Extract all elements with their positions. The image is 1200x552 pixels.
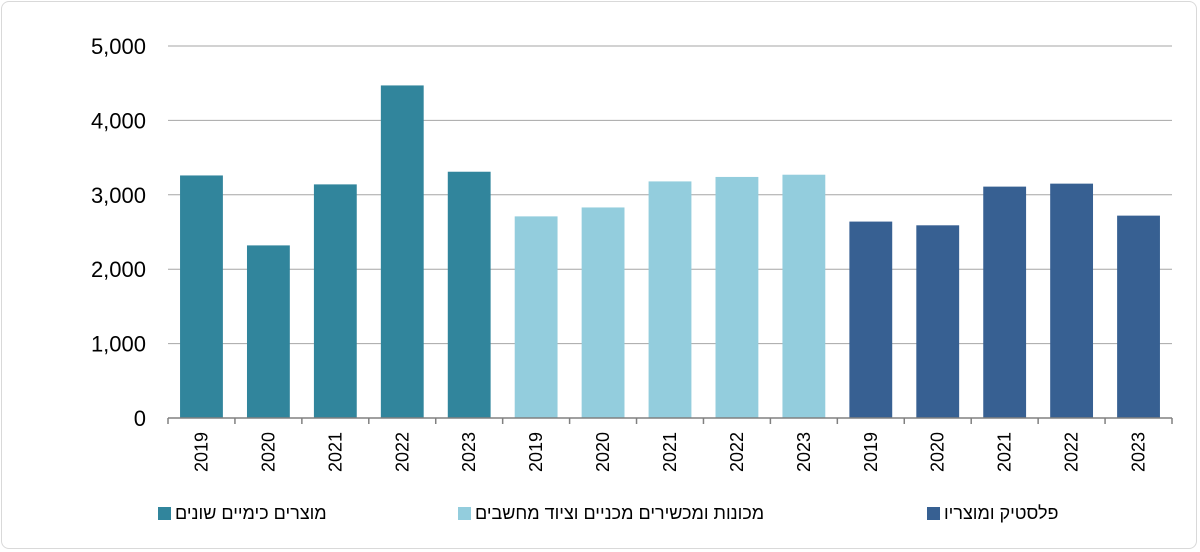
x-tick-label: 2021 [325, 432, 345, 472]
x-tick-label: 2023 [1129, 432, 1149, 472]
bar [715, 176, 759, 418]
bar [849, 221, 893, 418]
bar [447, 171, 491, 418]
legend: מוצרים כימיים שונים מכונות ומכשירים מכניי… [158, 503, 1059, 523]
x-tick-label: 2022 [392, 432, 412, 472]
x-axis: 2019 2020 2021 2022 2023 2019 2020 2021 2022 2023… [167, 417, 1173, 472]
x-tick-label: 2023 [794, 432, 814, 472]
bar [581, 207, 625, 418]
y-axis-ticks: 0 1,000 2,000 3,000 4,000 5,000 [91, 34, 146, 431]
x-tick-label: 2019 [526, 432, 546, 472]
bar [916, 225, 960, 418]
x-tick-label: 2022 [727, 432, 747, 472]
bar [648, 181, 692, 418]
x-tick-label: 2021 [660, 432, 680, 472]
bar [514, 216, 558, 418]
x-tick-label: 2020 [593, 432, 613, 472]
y-tick-label: 4,000 [91, 108, 146, 133]
legend-label: פלסטיק ומוצריו [944, 503, 1059, 523]
x-tick-label: 2020 [258, 432, 278, 472]
legend-swatch [927, 507, 940, 520]
bars [180, 85, 1160, 418]
x-tick-label: 2019 [191, 432, 211, 472]
y-tick-label: 2,000 [91, 257, 146, 282]
bar [180, 175, 223, 418]
bar [380, 85, 424, 418]
x-tick-label: 2022 [1062, 432, 1082, 472]
x-tick-label: 2020 [928, 432, 948, 472]
bar [1050, 183, 1094, 418]
legend-swatch [158, 507, 171, 520]
bar [983, 186, 1027, 418]
y-tick-label: 3,000 [91, 183, 146, 208]
bar [313, 184, 357, 418]
bar [246, 245, 290, 418]
y-tick-label: 5,000 [91, 34, 146, 59]
y-tick-label: 1,000 [91, 332, 146, 357]
x-tick-label: 2021 [995, 432, 1015, 472]
y-tick-label: 0 [134, 406, 146, 431]
bar [782, 174, 826, 418]
x-tick-label: 2023 [459, 432, 479, 472]
legend-label: מוצרים כימיים שונים [175, 503, 327, 523]
legend-swatch [458, 507, 471, 520]
x-tick-label: 2019 [861, 432, 881, 472]
bar [1117, 215, 1160, 418]
legend-label: מכונות ומכשירים מכניים וציוד מחשבים [475, 503, 764, 523]
